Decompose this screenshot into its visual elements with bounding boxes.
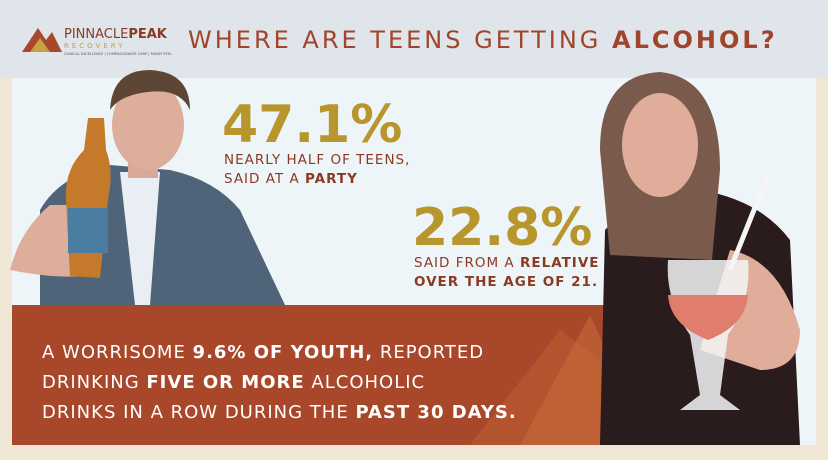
logo-name: PINNACLEPEAK xyxy=(64,27,168,42)
text-segment: PAST 30 DAYS. xyxy=(355,402,516,423)
shirt xyxy=(120,172,160,305)
logo-mark xyxy=(30,38,50,52)
stat-line: SAID FROM A RELATIVE xyxy=(414,255,600,271)
stat-line: OVER THE AGE OF 21. xyxy=(414,274,598,290)
logo-sub: RECOVERY xyxy=(64,42,125,50)
stats: 47.1%NEARLY HALF OF TEENS, SAID AT A PART… xyxy=(222,95,600,290)
text-segment: PARTY xyxy=(305,171,358,187)
logo: PINNACLEPEAK RECOVERY CLINICAL EXCELLENC… xyxy=(22,27,172,56)
title: WHERE ARE TEENS GETTING ALCOHOL? xyxy=(188,26,778,54)
text-segment: REPORTED xyxy=(373,342,484,363)
text-segment: RELATIVE xyxy=(520,255,600,271)
text-segment: DRINKS IN A ROW DURING THE xyxy=(42,402,355,423)
logo-mark xyxy=(22,28,62,52)
logo-tagline: CLINICAL EXCELLENCE | COMPASSIONATE CARE… xyxy=(64,52,172,56)
callout-line: DRINKING FIVE OR MORE ALCOHOLIC xyxy=(42,372,425,393)
bottle-label xyxy=(68,208,108,253)
text-segment: ALCOHOLIC xyxy=(305,372,425,393)
stat-figure: 47.1% xyxy=(222,95,402,155)
text-segment: FIVE OR MORE xyxy=(146,372,304,393)
callout: A WORRISOME 9.6% OF YOUTH, REPORTED DRINK… xyxy=(42,342,517,423)
face xyxy=(112,80,184,170)
text-segment: 9.6% OF YOUTH, xyxy=(193,342,374,363)
callout-line: DRINKS IN A ROW DURING THE PAST 30 DAYS. xyxy=(42,402,517,423)
wine xyxy=(668,295,748,340)
text-segment: SAID FROM A xyxy=(414,255,520,271)
text-segment: ALCOHOL? xyxy=(612,26,778,54)
stat-line: SAID AT A PARTY xyxy=(224,171,358,187)
straw xyxy=(727,169,773,271)
stat-figure: 22.8% xyxy=(412,198,592,258)
text-segment: DRINKING xyxy=(42,372,146,393)
text-segment: OVER THE AGE OF 21. xyxy=(414,274,598,290)
face xyxy=(622,93,698,197)
callout-line: A WORRISOME 9.6% OF YOUTH, REPORTED xyxy=(42,342,484,363)
header-band xyxy=(0,0,828,78)
text-segment: SAID AT A xyxy=(224,171,305,187)
stat-line: NEARLY HALF OF TEENS, xyxy=(224,152,410,168)
woman-illustration xyxy=(600,72,800,445)
text-segment: A WORRISOME xyxy=(42,342,193,363)
text-segment: NEARLY HALF OF TEENS, xyxy=(224,152,410,168)
hair xyxy=(110,70,190,110)
man-illustration xyxy=(10,70,285,305)
text-segment: WHERE ARE TEENS GETTING xyxy=(188,26,612,54)
